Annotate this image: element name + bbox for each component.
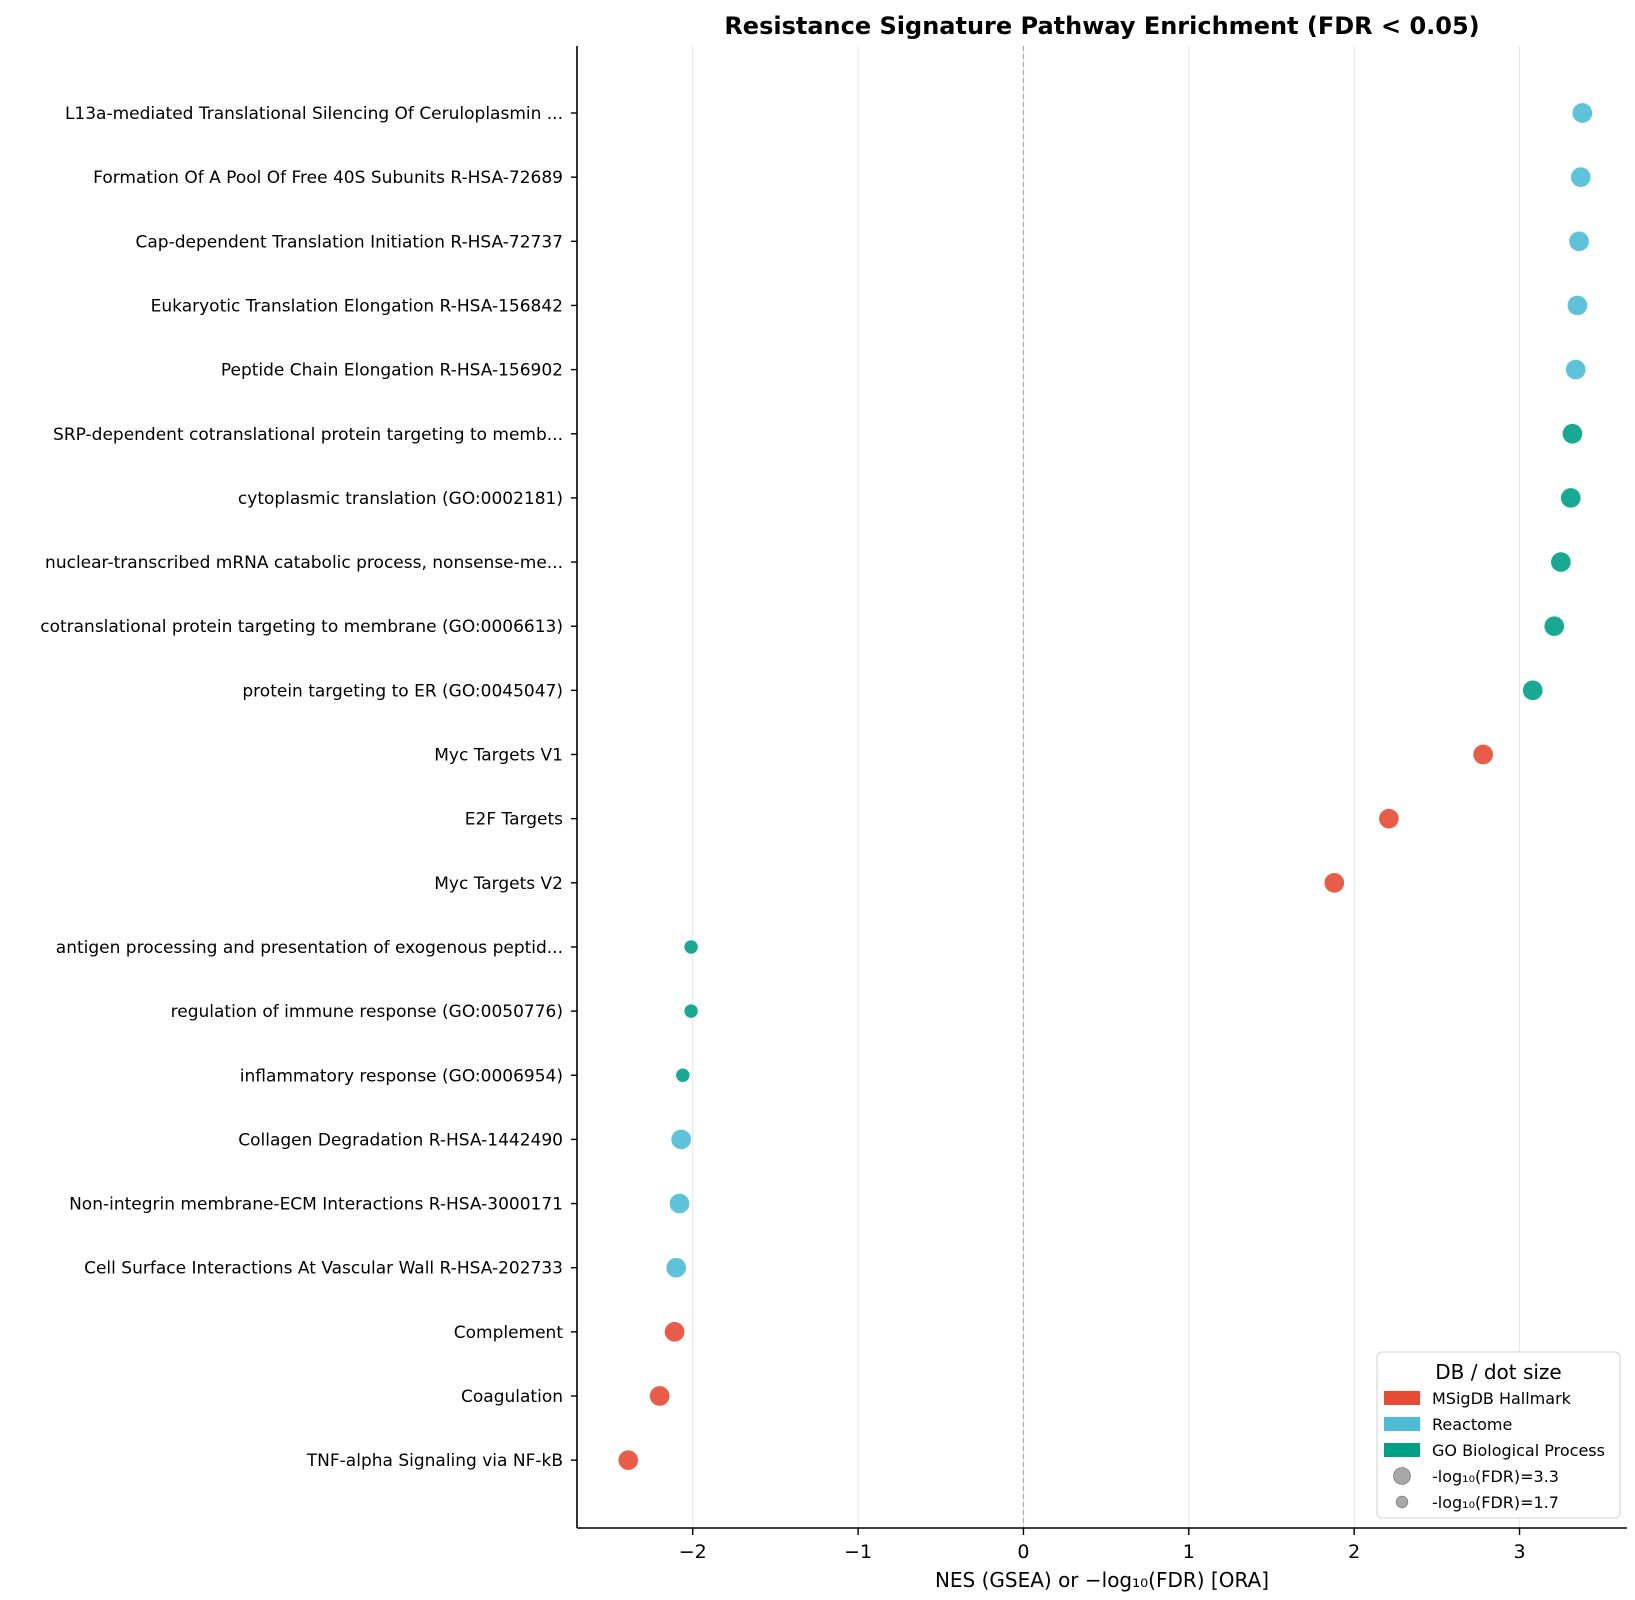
- data-point: [1551, 552, 1571, 572]
- x-gridlines: [692, 46, 1521, 1528]
- y-category-labels: L13a-mediated Translational Silencing Of…: [40, 104, 577, 1471]
- data-point: [669, 1193, 690, 1214]
- y-tick-label: Cap-dependent Translation Initiation R-H…: [135, 232, 563, 252]
- legend-size-label: -log₁₀(FDR)=1.7: [1432, 1493, 1559, 1512]
- legend: DB / dot size MSigDB Hallmark Reactome GO B…: [1376, 1351, 1621, 1519]
- y-tick-label: Formation Of A Pool Of Free 40S Subunits…: [93, 168, 563, 188]
- data-point: [1379, 808, 1399, 829]
- y-tick-label: cytoplasmic translation (GO:0002181): [238, 489, 563, 509]
- y-tick-label: L13a-mediated Translational Silencing Of…: [65, 104, 563, 124]
- legend-size-marker: [1395, 1495, 1409, 1509]
- y-tick-label: SRP-dependent cotranslational protein ta…: [53, 425, 563, 445]
- data-point: [1565, 359, 1586, 380]
- y-tick-label: E2F Targets: [465, 810, 563, 830]
- y-tick-label: Myc Targets V2: [434, 874, 563, 894]
- legend-swatch: [1384, 1391, 1420, 1405]
- axes: [576, 46, 1627, 1529]
- data-point: [1324, 872, 1345, 893]
- legend-label: GO Biological Process: [1432, 1441, 1605, 1460]
- legend-title: DB / dot size: [1435, 1360, 1561, 1384]
- y-tick-label: Peptide Chain Elongation R-HSA-156902: [221, 361, 563, 381]
- x-axis-label: NES (GSEA) or −log₁₀(FDR) [ORA]: [935, 1568, 1269, 1592]
- data-point: [684, 940, 698, 954]
- y-tick-label: protein targeting to ER (GO:0045047): [242, 681, 563, 701]
- y-tick-label: inflammatory response (GO:0006954): [240, 1066, 563, 1086]
- y-tick-label: TNF-alpha Signaling via NF-kB: [306, 1451, 563, 1471]
- data-point: [1522, 680, 1543, 701]
- x-tick-label: −1: [844, 1541, 872, 1563]
- x-tick-label: 3: [1513, 1541, 1525, 1563]
- data-point: [1473, 744, 1493, 765]
- data-point: [684, 1004, 698, 1018]
- y-tick-label: Cell Surface Interactions At Vascular Wa…: [84, 1259, 563, 1279]
- x-tick-label: −2: [679, 1541, 707, 1563]
- legend-frame: [1376, 1351, 1621, 1519]
- data-point: [1560, 488, 1581, 508]
- x-tick-label: 1: [1183, 1541, 1195, 1563]
- data-point: [664, 1322, 685, 1342]
- y-tick-label: Myc Targets V1: [434, 746, 563, 766]
- data-point: [1567, 295, 1588, 316]
- legend-size-marker: [1393, 1467, 1411, 1485]
- y-tick-label: Coagulation: [461, 1387, 563, 1407]
- data-point: [618, 1450, 639, 1470]
- data-point: [676, 1068, 690, 1082]
- data-points: [618, 103, 1593, 1470]
- y-tick-label: Complement: [454, 1323, 564, 1343]
- data-point: [671, 1129, 692, 1150]
- data-point: [1572, 103, 1593, 123]
- data-point: [666, 1257, 687, 1278]
- y-tick-label: Collagen Degradation R-HSA-1442490: [238, 1130, 563, 1150]
- legend-label: MSigDB Hallmark: [1432, 1389, 1572, 1408]
- y-tick-label: regulation of immune response (GO:005077…: [171, 1002, 563, 1022]
- data-point: [649, 1386, 670, 1406]
- y-tick-label: cotranslational protein targeting to mem…: [40, 617, 563, 637]
- chart-title: Resistance Signature Pathway Enrichment …: [724, 12, 1479, 40]
- data-point: [1569, 231, 1589, 252]
- y-tick-label: antigen processing and presentation of e…: [56, 938, 563, 958]
- legend-swatch: [1384, 1417, 1420, 1431]
- data-point: [1544, 616, 1565, 637]
- legend-size-label: -log₁₀(FDR)=3.3: [1432, 1467, 1559, 1486]
- y-tick-label: Eukaryotic Translation Elongation R-HSA-…: [151, 296, 563, 316]
- y-tick-label: Non-integrin membrane-ECM Interactions R…: [69, 1195, 563, 1215]
- legend-label: Reactome: [1432, 1415, 1512, 1434]
- x-tick-label: 0: [1017, 1541, 1029, 1563]
- data-point: [1562, 423, 1583, 444]
- legend-swatch: [1384, 1443, 1420, 1457]
- x-ticks: −2 −1 0 1 2 3: [679, 1528, 1526, 1563]
- y-tick-label: nuclear-transcribed mRNA catabolic proce…: [45, 553, 563, 573]
- data-point: [1570, 167, 1591, 187]
- x-tick-label: 2: [1348, 1541, 1360, 1563]
